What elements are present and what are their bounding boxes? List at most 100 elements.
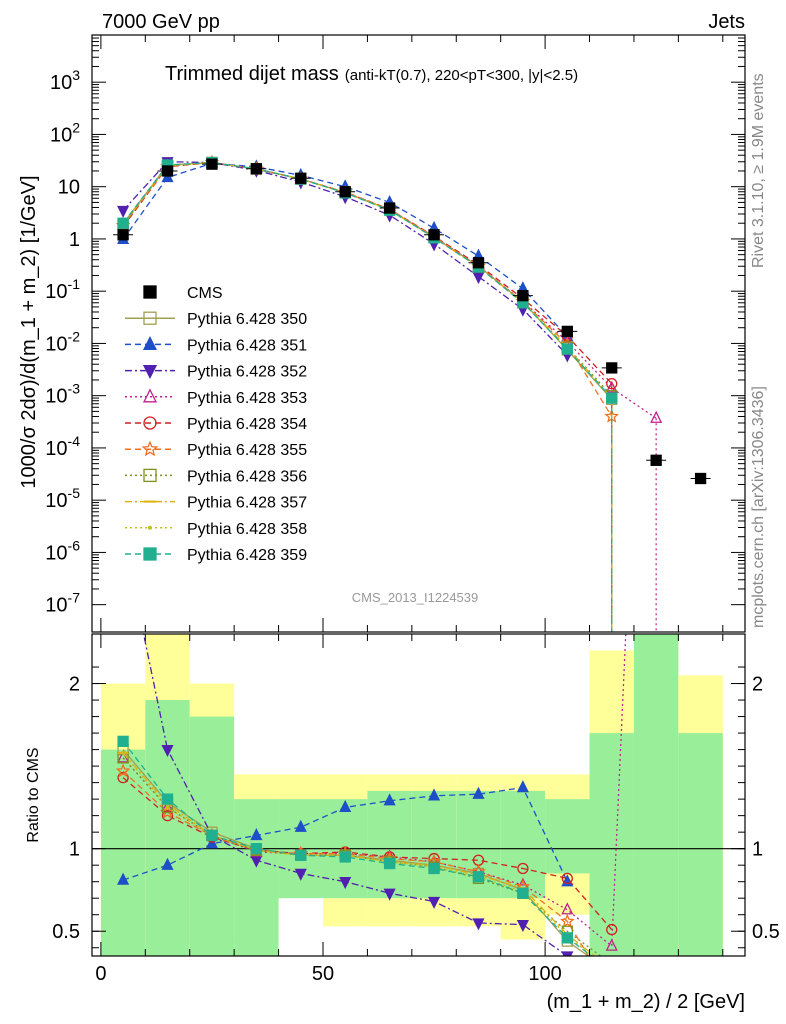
ratio-point xyxy=(117,735,129,747)
ratio-frame xyxy=(91,633,746,957)
series-cms-data xyxy=(113,158,711,485)
ratio-y-tick-label-right: 1 xyxy=(752,839,763,861)
main-y-tick-label: 10-1 xyxy=(45,276,80,303)
ratio-y-tick-label: 2 xyxy=(69,674,80,696)
mcplots-label: mcplots.cern.ch [arXiv:1306.3436] xyxy=(750,386,767,628)
ratio-point xyxy=(607,959,617,969)
ratio-point xyxy=(383,793,396,806)
ratio-line xyxy=(122,740,593,956)
ratio-point xyxy=(206,829,218,842)
ratio-y-axis-label: Ratio to CMS xyxy=(25,747,42,842)
legend-label: Pythia 6.428 358 xyxy=(187,521,307,538)
ratio-point xyxy=(560,913,575,928)
x-tick-label: 100 xyxy=(528,963,561,985)
ratio-y-tick-label: 1 xyxy=(69,839,80,861)
cms-data-point xyxy=(472,257,485,269)
ratio-band-inner xyxy=(589,733,634,956)
main-y-tick-label: 1 xyxy=(69,229,80,251)
legend-entry: Pythia 6.428 355 xyxy=(125,440,307,459)
ratio-point xyxy=(161,809,174,822)
series-line xyxy=(122,161,568,356)
legend-label: Pythia 6.428 354 xyxy=(187,416,307,433)
main-y-axis-label: 1000/σ 2dσ)/d(m_1 + m_2) [1/GeV] xyxy=(18,175,40,488)
ratio-point xyxy=(605,938,618,951)
cms-data-point xyxy=(250,163,263,175)
data-point xyxy=(561,343,573,355)
cms-data-point xyxy=(428,229,440,241)
ratio-point xyxy=(516,780,529,793)
legend-label: Pythia 6.428 356 xyxy=(187,468,307,485)
ratio-point xyxy=(517,887,529,899)
ratio-series-layer xyxy=(115,634,627,976)
legend-label: Pythia 6.428 353 xyxy=(187,390,307,407)
ratio-point xyxy=(161,857,174,870)
main-y-tick-label: 10-2 xyxy=(45,328,80,355)
data-point xyxy=(650,410,663,423)
ratio-point xyxy=(117,872,130,885)
main-y-tick-label: 102 xyxy=(50,119,80,146)
cms-data-point xyxy=(206,158,218,170)
main-y-tick-label: 10-3 xyxy=(45,381,80,408)
ratio-point xyxy=(121,750,126,755)
ratio-point xyxy=(294,819,307,832)
main-y-tick-label: 10-7 xyxy=(45,590,80,617)
ratio-point xyxy=(472,918,485,931)
ratio-y-tick-label-right: 0.5 xyxy=(752,921,780,943)
cms-data-point xyxy=(117,229,129,241)
legend-entry: Pythia 6.428 359 xyxy=(125,547,307,564)
data-point xyxy=(117,217,129,229)
ratio-point xyxy=(339,877,352,890)
ratio-axes: 0.5 0.5 1 1 2 2 0 50 100 xyxy=(52,634,780,985)
x-axis-label: (m_1 + m_2) / 2 [GeV] xyxy=(547,991,745,1013)
series-line xyxy=(122,161,613,399)
legend-entry: Pythia 6.428 352 xyxy=(125,364,307,381)
ratio-point xyxy=(117,772,129,784)
ratio-point xyxy=(610,969,614,973)
data-point xyxy=(605,380,618,393)
cms-data-point xyxy=(295,172,307,184)
ratio-series-pythia-6.428-351 xyxy=(117,780,574,887)
legend: CMS Pythia 6.428 350 Pythia 6.428 351 Pythi… xyxy=(125,285,307,564)
ratio-band-inner xyxy=(545,799,590,874)
main-y-tick-label: 10-6 xyxy=(45,537,80,564)
ratio-point xyxy=(427,788,441,801)
ratio-point xyxy=(516,919,529,933)
ratio-point xyxy=(161,744,174,758)
ratio-point xyxy=(607,966,617,976)
cms-data-point xyxy=(606,362,618,374)
ratio-point xyxy=(427,896,441,909)
ratio-line xyxy=(122,777,613,931)
rivet-label: Rivet 3.1.10, ≥ 1.9M events xyxy=(750,73,767,268)
header-right: Jets xyxy=(708,11,745,33)
ratio-y-tick-label-right: 2 xyxy=(752,674,763,696)
ratio-point xyxy=(339,851,351,863)
main-series-layer xyxy=(113,154,711,632)
legend-label: Pythia 6.428 355 xyxy=(187,442,307,459)
ratio-line xyxy=(122,757,602,956)
legend-label: Pythia 6.428 352 xyxy=(187,364,307,381)
legend-entry: Pythia 6.428 351 xyxy=(125,335,307,354)
data-point xyxy=(606,392,618,404)
cms-data-point xyxy=(339,186,351,198)
legend-entry: Pythia 6.428 358 xyxy=(125,521,307,538)
cms-data-point xyxy=(383,202,396,214)
ratio-point xyxy=(517,862,529,875)
legend-label: Pythia 6.428 359 xyxy=(187,547,307,564)
chart-title: Trimmed dijet mass (anti-kT(0.7), 220<pT<… xyxy=(165,63,578,85)
ratio-point xyxy=(383,857,396,870)
ratio-point xyxy=(161,793,174,805)
main-y-tick-label: 10-5 xyxy=(45,485,80,512)
ratio-point xyxy=(472,871,485,883)
ratio-band-inner xyxy=(145,700,190,956)
legend-entry: Pythia 6.428 353 xyxy=(125,388,307,407)
ratio-band-inner xyxy=(678,733,723,956)
ratio-point xyxy=(606,923,618,936)
ratio-point xyxy=(294,868,307,881)
analysis-watermark: CMS_2013_I1224539 xyxy=(352,590,479,605)
ratio-point xyxy=(250,843,263,855)
legend-label: CMS xyxy=(187,285,223,302)
ratio-series-pythia-6.428-352 xyxy=(142,634,574,956)
ratio-point xyxy=(561,932,573,944)
legend-label: Pythia 6.428 351 xyxy=(187,337,307,354)
